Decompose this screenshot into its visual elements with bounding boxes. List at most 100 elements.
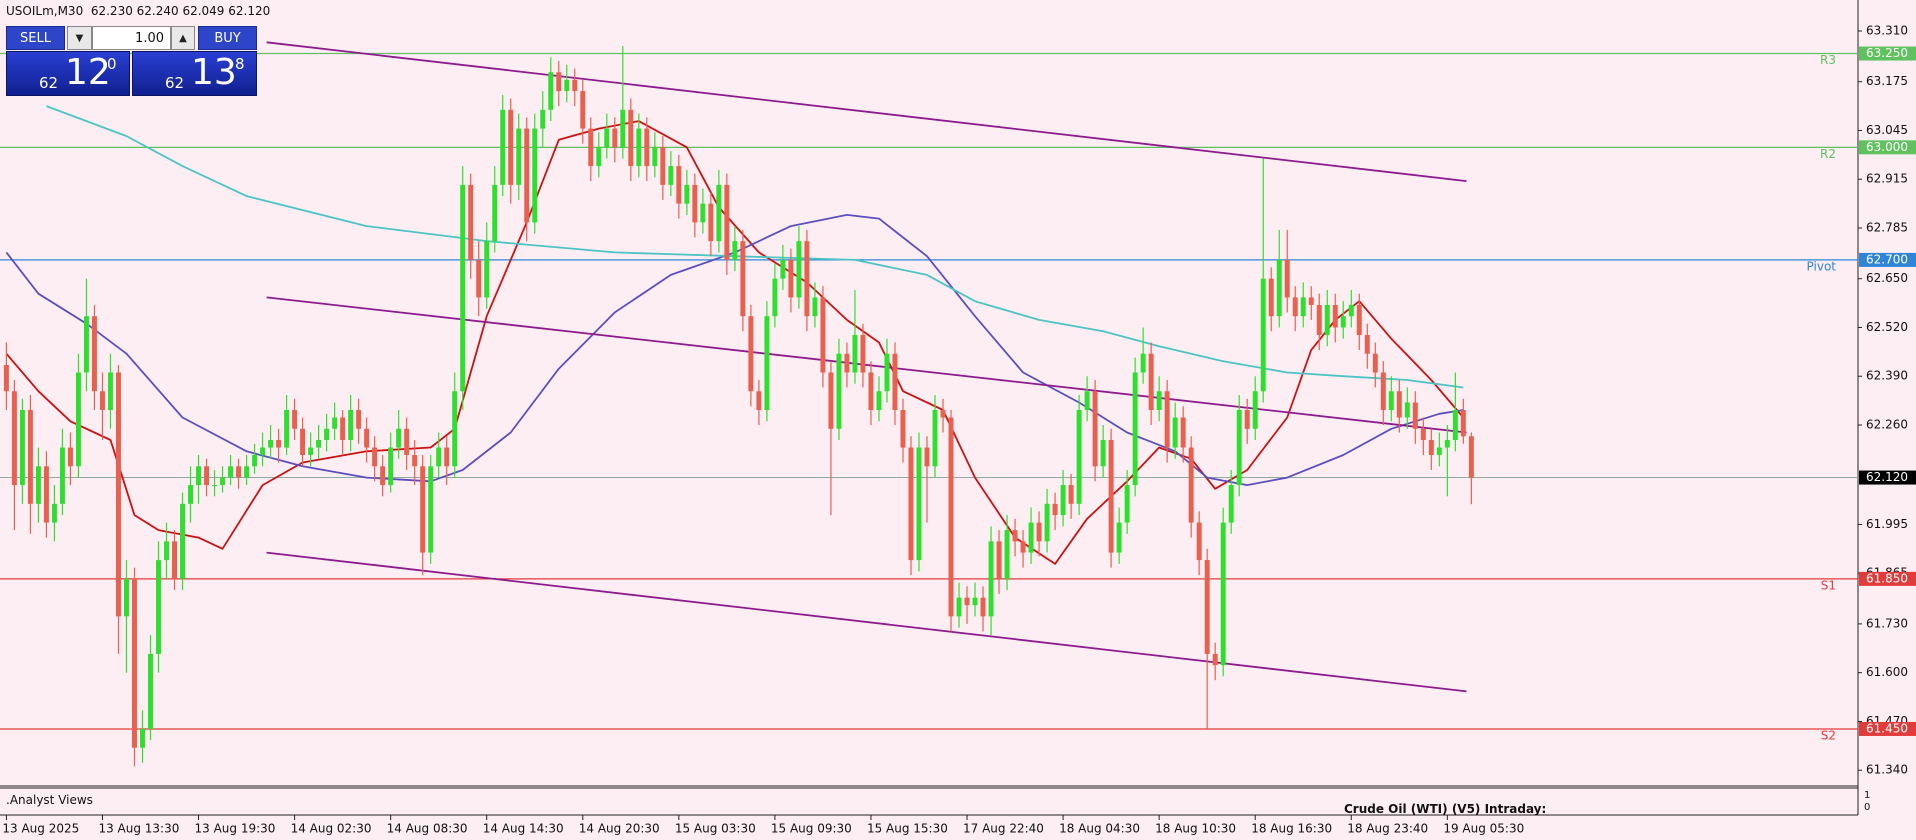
candle-body <box>468 184 474 260</box>
candle-body <box>660 147 666 185</box>
lot-up[interactable]: ▲ <box>171 26 195 50</box>
candle-body <box>692 184 698 223</box>
candle-body <box>916 447 922 561</box>
candle-body <box>1132 372 1138 486</box>
candle-body <box>588 128 594 167</box>
lot-dropdown[interactable]: ▼ <box>67 26 92 50</box>
indicator-title: .Analyst Views <box>6 793 93 807</box>
candle-body <box>428 466 434 553</box>
candle-body <box>532 128 538 223</box>
buy-price[interactable]: 62 13 8 <box>132 51 257 96</box>
candle-body <box>236 466 242 478</box>
candle-body <box>1252 391 1258 429</box>
candle-body <box>924 447 930 467</box>
y-tick-label: 61.600 <box>1866 665 1908 679</box>
candle-body <box>1204 560 1210 654</box>
candle-body <box>148 653 153 729</box>
indicator-text: Crude Oil (WTI) (V5) Intraday: <box>1344 802 1547 815</box>
candle-body <box>3 364 9 392</box>
bid-main: 12 <box>65 52 111 93</box>
candle-body <box>612 128 618 148</box>
candle-body <box>452 391 458 467</box>
sell-price[interactable]: 62 12 0 <box>6 51 130 96</box>
level-price-box <box>1859 721 1916 736</box>
x-tick-label: 14 Aug 08:30 <box>387 822 468 836</box>
y-tick-label: 61.340 <box>1866 763 1908 777</box>
candle-body <box>1340 316 1346 328</box>
candle-body <box>1092 391 1098 467</box>
candle-body <box>75 372 81 467</box>
candle-body <box>115 372 121 617</box>
candle-body <box>1004 530 1010 579</box>
candle-body <box>276 440 282 448</box>
indicator-line <box>46 105 1464 389</box>
y-tick-label: 62.390 <box>1866 369 1908 383</box>
candle-body <box>1356 304 1362 335</box>
candle-body <box>268 440 274 448</box>
candle-body <box>1228 485 1234 523</box>
candle-body <box>564 79 570 92</box>
indicator-line <box>266 296 1467 434</box>
candle-body <box>1068 485 1074 504</box>
candle-body <box>484 241 490 298</box>
candle-body <box>1348 304 1354 317</box>
candle-body <box>420 466 426 553</box>
candle-body <box>460 184 466 392</box>
candle-body <box>372 447 378 467</box>
x-tick-label: 14 Aug 14:30 <box>483 822 564 836</box>
candle-body <box>1156 391 1162 411</box>
level-price-label: 61.850 <box>1866 571 1908 585</box>
x-tick-label: 14 Aug 02:30 <box>291 822 372 836</box>
candle-body <box>1244 410 1250 429</box>
candle-body <box>684 184 690 204</box>
candle-body <box>1452 410 1458 441</box>
candle-body <box>1292 297 1298 317</box>
candle-body <box>772 278 778 317</box>
last-price-label: 62.120 <box>1866 470 1908 484</box>
level-price-label: 63.000 <box>1866 140 1908 154</box>
candle-body <box>396 428 402 448</box>
candle-body <box>284 410 290 448</box>
candle-body <box>788 259 794 298</box>
candle-body <box>156 560 161 654</box>
candle-body <box>380 466 386 486</box>
candle-body <box>356 410 362 429</box>
lot-input[interactable]: 1.00 <box>92 26 171 50</box>
candle-body <box>172 541 177 579</box>
candle-body <box>516 128 522 185</box>
candle-body <box>1436 447 1442 456</box>
y-tick-label: 62.785 <box>1866 221 1908 235</box>
sell-button[interactable]: SELL <box>6 26 65 50</box>
candle-body <box>508 109 514 185</box>
candle-body <box>244 466 250 478</box>
x-tick-label: 15 Aug 15:30 <box>867 822 948 836</box>
indicator-axis-label: 1 <box>1864 790 1871 801</box>
level-price-box <box>1859 571 1916 586</box>
candle-body <box>988 541 994 617</box>
buy-button[interactable]: BUY <box>198 26 257 50</box>
x-tick-label: 13 Aug 19:30 <box>195 822 276 836</box>
candle-body <box>764 316 770 411</box>
ask-sup: 8 <box>235 55 245 73</box>
candle-body <box>19 410 25 486</box>
candle-body <box>1052 503 1058 516</box>
candle-body <box>364 428 370 448</box>
level-price-box <box>1859 46 1916 61</box>
candle-body <box>572 79 578 92</box>
x-tick-label: 15 Aug 03:30 <box>675 822 756 836</box>
candle-body <box>828 372 834 429</box>
y-tick-label: 61.730 <box>1866 616 1908 630</box>
candle-body <box>524 128 530 223</box>
candle-body <box>1036 522 1042 542</box>
candle-body <box>292 410 298 429</box>
level-price-box <box>1859 252 1916 267</box>
level-label: S2 <box>1821 728 1836 742</box>
x-tick-label: 14 Aug 20:30 <box>579 822 660 836</box>
y-tick-label: 63.310 <box>1866 24 1908 38</box>
candle-body <box>1188 447 1194 523</box>
candle-body <box>332 417 338 429</box>
candle-body <box>412 455 418 467</box>
candle-body <box>1044 503 1050 542</box>
x-tick-label: 18 Aug 23:40 <box>1347 822 1428 836</box>
